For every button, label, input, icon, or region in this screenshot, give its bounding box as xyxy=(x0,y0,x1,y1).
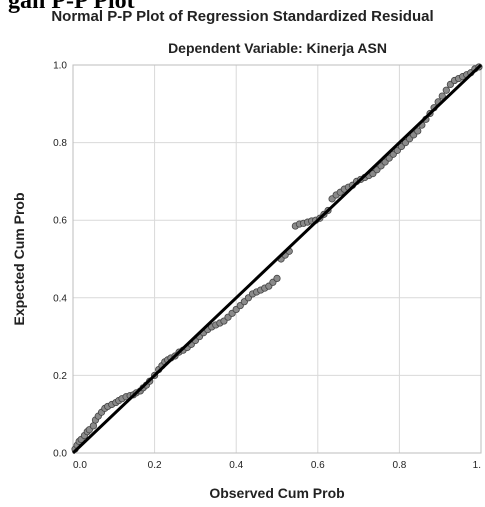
x-axis-ticks: 0.0 0.2 0.4 0.6 0.8 1. xyxy=(73,460,481,471)
data-point xyxy=(438,92,446,100)
x-tick-label: 0.2 xyxy=(148,460,162,471)
data-point xyxy=(273,274,281,282)
y-tick-label: 0.4 xyxy=(53,293,67,304)
y-tick-label: 0.2 xyxy=(53,371,67,382)
plot-area xyxy=(72,64,482,454)
x-tick-label: 0.0 xyxy=(73,460,87,471)
y-tick-label: 0.6 xyxy=(53,216,67,227)
reference-line xyxy=(71,63,483,455)
clipped-heading: gan P-P Plot xyxy=(8,0,135,14)
x-tick-label: 1. xyxy=(473,460,481,471)
x-axis-title: Observed Cum Prob xyxy=(209,485,344,501)
data-point xyxy=(414,127,422,135)
x-tick-label: 0.6 xyxy=(311,460,325,471)
x-tick-label: 0.8 xyxy=(392,460,406,471)
y-axis-title: Expected Cum Prob xyxy=(11,192,27,325)
x-tick-label: 0.4 xyxy=(229,460,243,471)
y-tick-label: 0.8 xyxy=(53,138,67,149)
chart-title: Normal P-P Plot of Regression Standardiz… xyxy=(51,8,434,25)
chart-subtitle: Dependent Variable: Kinerja ASN xyxy=(168,40,387,56)
y-tick-label: 0.0 xyxy=(53,449,67,460)
y-tick-label: 1.0 xyxy=(53,61,67,72)
y-axis-ticks: 0.0 0.2 0.4 0.6 0.8 1.0 xyxy=(53,61,67,460)
data-point xyxy=(442,86,450,94)
